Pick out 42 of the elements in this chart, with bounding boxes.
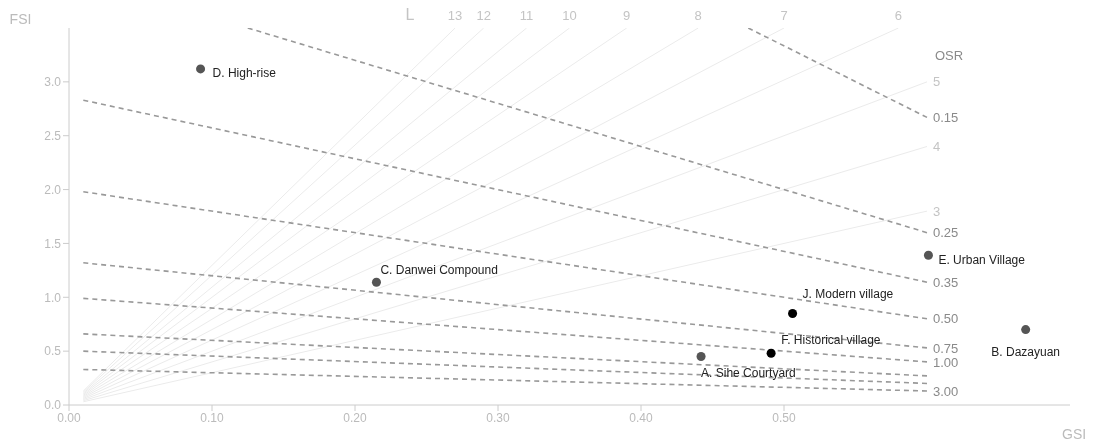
annotation: J. Modern village [802, 286, 894, 301]
x-tick-label: 0.20 [343, 410, 367, 425]
series-label: 13 [447, 8, 463, 23]
y-tick-label: 3.0 [44, 75, 62, 90]
series-label: 3 [933, 203, 941, 219]
series-label: 0.35 [933, 274, 959, 290]
y-tick-label: 1.0 [44, 290, 62, 305]
y-axis-title: FSI [9, 11, 32, 27]
series-label: 0.25 [933, 225, 959, 241]
series-label: 0.75 [933, 340, 959, 356]
series-label: 1.00 [933, 354, 959, 370]
series-label: 3.00 [933, 383, 959, 399]
series-label: 5 [933, 74, 941, 90]
annotation: A. Sihe Courtyard [701, 365, 796, 380]
series-label: 0.15 [933, 110, 959, 126]
x-tick-label: 0.40 [629, 410, 653, 425]
series-label: 10 [562, 8, 577, 23]
text: L [405, 6, 415, 23]
series-label: 7 [780, 8, 788, 23]
x-tick-label: 0.10 [200, 410, 224, 425]
x-axis-title: GSI [1062, 425, 1087, 439]
annotation: B. Dazayuan [991, 344, 1061, 359]
series-label: 12 [476, 8, 491, 23]
series-label: 6 [894, 8, 903, 23]
annotation: E. Urban Village [938, 252, 1026, 267]
x-tick-label: 0.30 [486, 410, 510, 425]
x-tick-label: 0.00 [57, 410, 81, 425]
series-label: 9 [623, 8, 631, 23]
annotation: F. Historical village [781, 332, 881, 347]
series-label: 0.50 [933, 311, 959, 327]
y-tick-label: 0.0 [44, 398, 62, 413]
annotation: D. High-rise [212, 66, 277, 81]
y-tick-label: 1.5 [44, 236, 62, 251]
series-label: 11 [519, 8, 534, 23]
annotation: C. Danwei Compound [380, 263, 498, 278]
series-label: 8 [694, 8, 702, 23]
series-label: 4 [933, 139, 941, 155]
y-tick-label: 0.5 [44, 344, 62, 359]
y-tick-label: 2.0 [44, 182, 62, 197]
annotation: OSR [935, 48, 964, 64]
y-tick-label: 2.5 [44, 128, 62, 143]
x-tick-label: 0.50 [772, 410, 796, 425]
